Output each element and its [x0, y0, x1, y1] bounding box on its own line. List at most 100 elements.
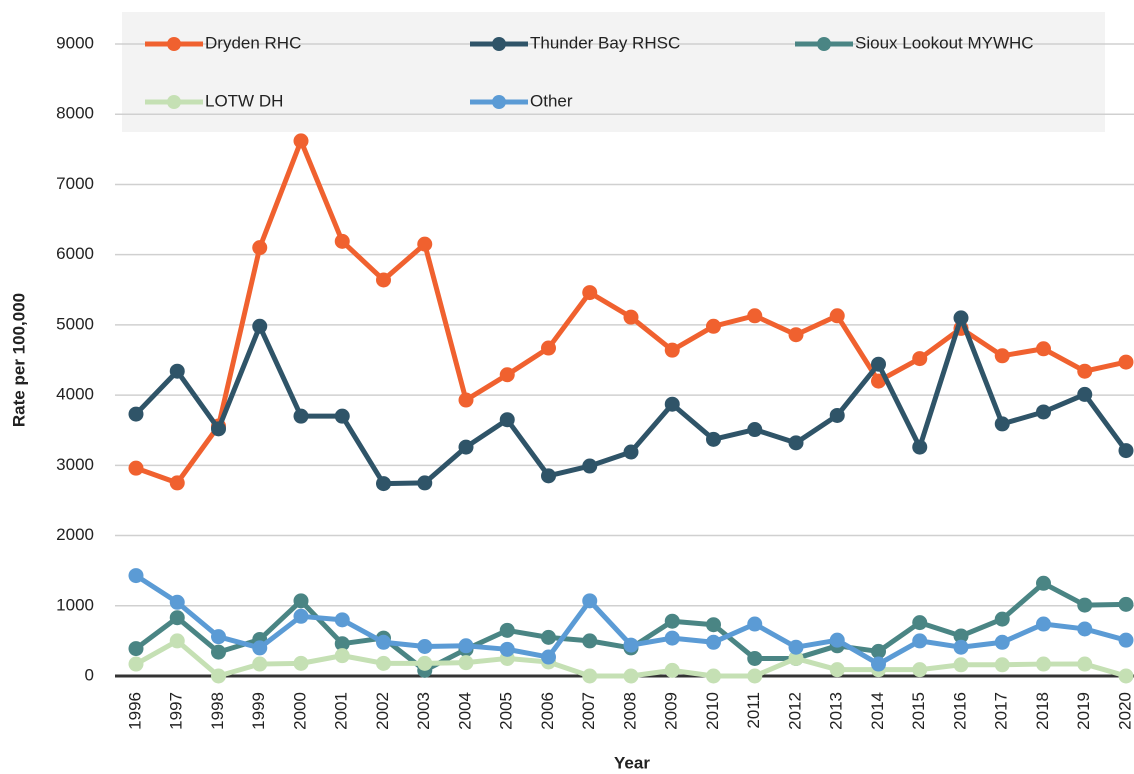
data-point	[541, 629, 556, 645]
data-point	[293, 133, 309, 149]
data-point	[211, 629, 226, 645]
data-point	[458, 439, 474, 455]
y-tick-label: 3000	[56, 455, 94, 474]
x-tick-label: 2009	[662, 692, 681, 730]
x-tick-label: 2007	[579, 692, 598, 730]
data-point	[788, 435, 804, 451]
legend-label: Sioux Lookout MYWHC	[855, 33, 1034, 52]
data-point	[706, 431, 721, 447]
data-point	[912, 633, 928, 649]
x-tick-label: 2004	[455, 692, 474, 730]
legend-marker	[817, 37, 831, 51]
data-point	[334, 648, 350, 664]
legend-marker	[167, 37, 181, 51]
data-point	[211, 668, 226, 684]
data-point	[582, 285, 598, 301]
data-point	[664, 396, 680, 412]
x-tick-label: 2019	[1074, 692, 1093, 730]
data-point	[664, 662, 680, 678]
data-point	[623, 309, 639, 325]
data-point	[994, 657, 1010, 673]
data-point	[623, 668, 639, 684]
data-point	[912, 351, 928, 367]
data-point	[541, 340, 556, 356]
data-point	[829, 662, 845, 678]
data-point	[417, 475, 433, 491]
data-point	[293, 608, 309, 624]
y-tick-label: 7000	[56, 174, 94, 193]
data-point	[664, 342, 680, 358]
data-point	[994, 416, 1010, 432]
data-point	[417, 236, 433, 252]
data-point	[706, 617, 721, 633]
data-point	[664, 630, 680, 646]
data-point	[376, 476, 391, 492]
data-point	[293, 408, 309, 424]
data-point	[912, 439, 928, 455]
data-point	[499, 412, 515, 428]
data-point	[953, 639, 969, 655]
data-point	[953, 310, 969, 326]
data-point	[293, 593, 309, 609]
data-point	[829, 308, 845, 324]
data-point	[706, 634, 721, 650]
data-point	[747, 308, 763, 324]
data-point	[953, 657, 969, 673]
data-point	[664, 613, 680, 629]
data-point	[334, 612, 350, 628]
x-tick-label: 2005	[497, 692, 516, 730]
y-tick-label: 6000	[56, 244, 94, 263]
x-tick-label: 2016	[950, 692, 969, 730]
data-point	[1077, 386, 1093, 402]
data-point	[953, 628, 969, 644]
data-point	[128, 406, 144, 422]
x-tick-label: 2012	[785, 692, 804, 730]
y-tick-label: 2000	[56, 525, 94, 544]
data-point	[376, 272, 391, 288]
data-point	[1077, 621, 1093, 637]
data-point	[169, 475, 185, 491]
x-tick-label: 2001	[332, 692, 351, 730]
data-point	[293, 655, 309, 671]
data-point	[128, 568, 144, 584]
x-tick-label: 2011	[744, 692, 763, 729]
x-tick-label: 2017	[992, 692, 1011, 730]
x-tick-label: 2015	[909, 692, 928, 730]
data-point	[582, 633, 598, 649]
data-point	[788, 650, 804, 666]
data-point	[747, 650, 763, 666]
data-point	[169, 633, 185, 649]
data-point	[334, 408, 350, 424]
legend-box	[122, 12, 1105, 132]
data-point	[1036, 341, 1051, 357]
data-point	[829, 407, 845, 423]
data-point	[417, 655, 433, 671]
data-point	[252, 240, 268, 256]
data-point	[376, 634, 391, 650]
x-tick-label: 2013	[827, 692, 846, 730]
data-point	[706, 668, 721, 684]
data-point	[417, 639, 433, 655]
data-point	[252, 656, 268, 672]
data-point	[458, 392, 474, 408]
data-point	[1118, 354, 1134, 370]
x-tick-label: 2010	[703, 692, 722, 730]
x-tick-label: 1997	[167, 692, 186, 730]
data-point	[169, 594, 185, 610]
data-point	[334, 233, 350, 249]
x-tick-label: 2003	[414, 692, 433, 730]
data-point	[1118, 632, 1134, 648]
data-point	[1036, 656, 1051, 672]
data-point	[912, 662, 928, 678]
data-point	[1077, 363, 1093, 379]
y-tick-label: 9000	[56, 33, 94, 52]
x-tick-label: 1999	[249, 692, 268, 730]
data-point	[788, 639, 804, 655]
x-tick-label: 2008	[620, 692, 639, 730]
y-tick-label: 5000	[56, 314, 94, 333]
y-tick-label: 8000	[56, 104, 94, 123]
x-tick-label: 2006	[538, 692, 557, 730]
data-point	[252, 640, 268, 656]
data-point	[994, 634, 1010, 650]
data-point	[788, 327, 804, 343]
